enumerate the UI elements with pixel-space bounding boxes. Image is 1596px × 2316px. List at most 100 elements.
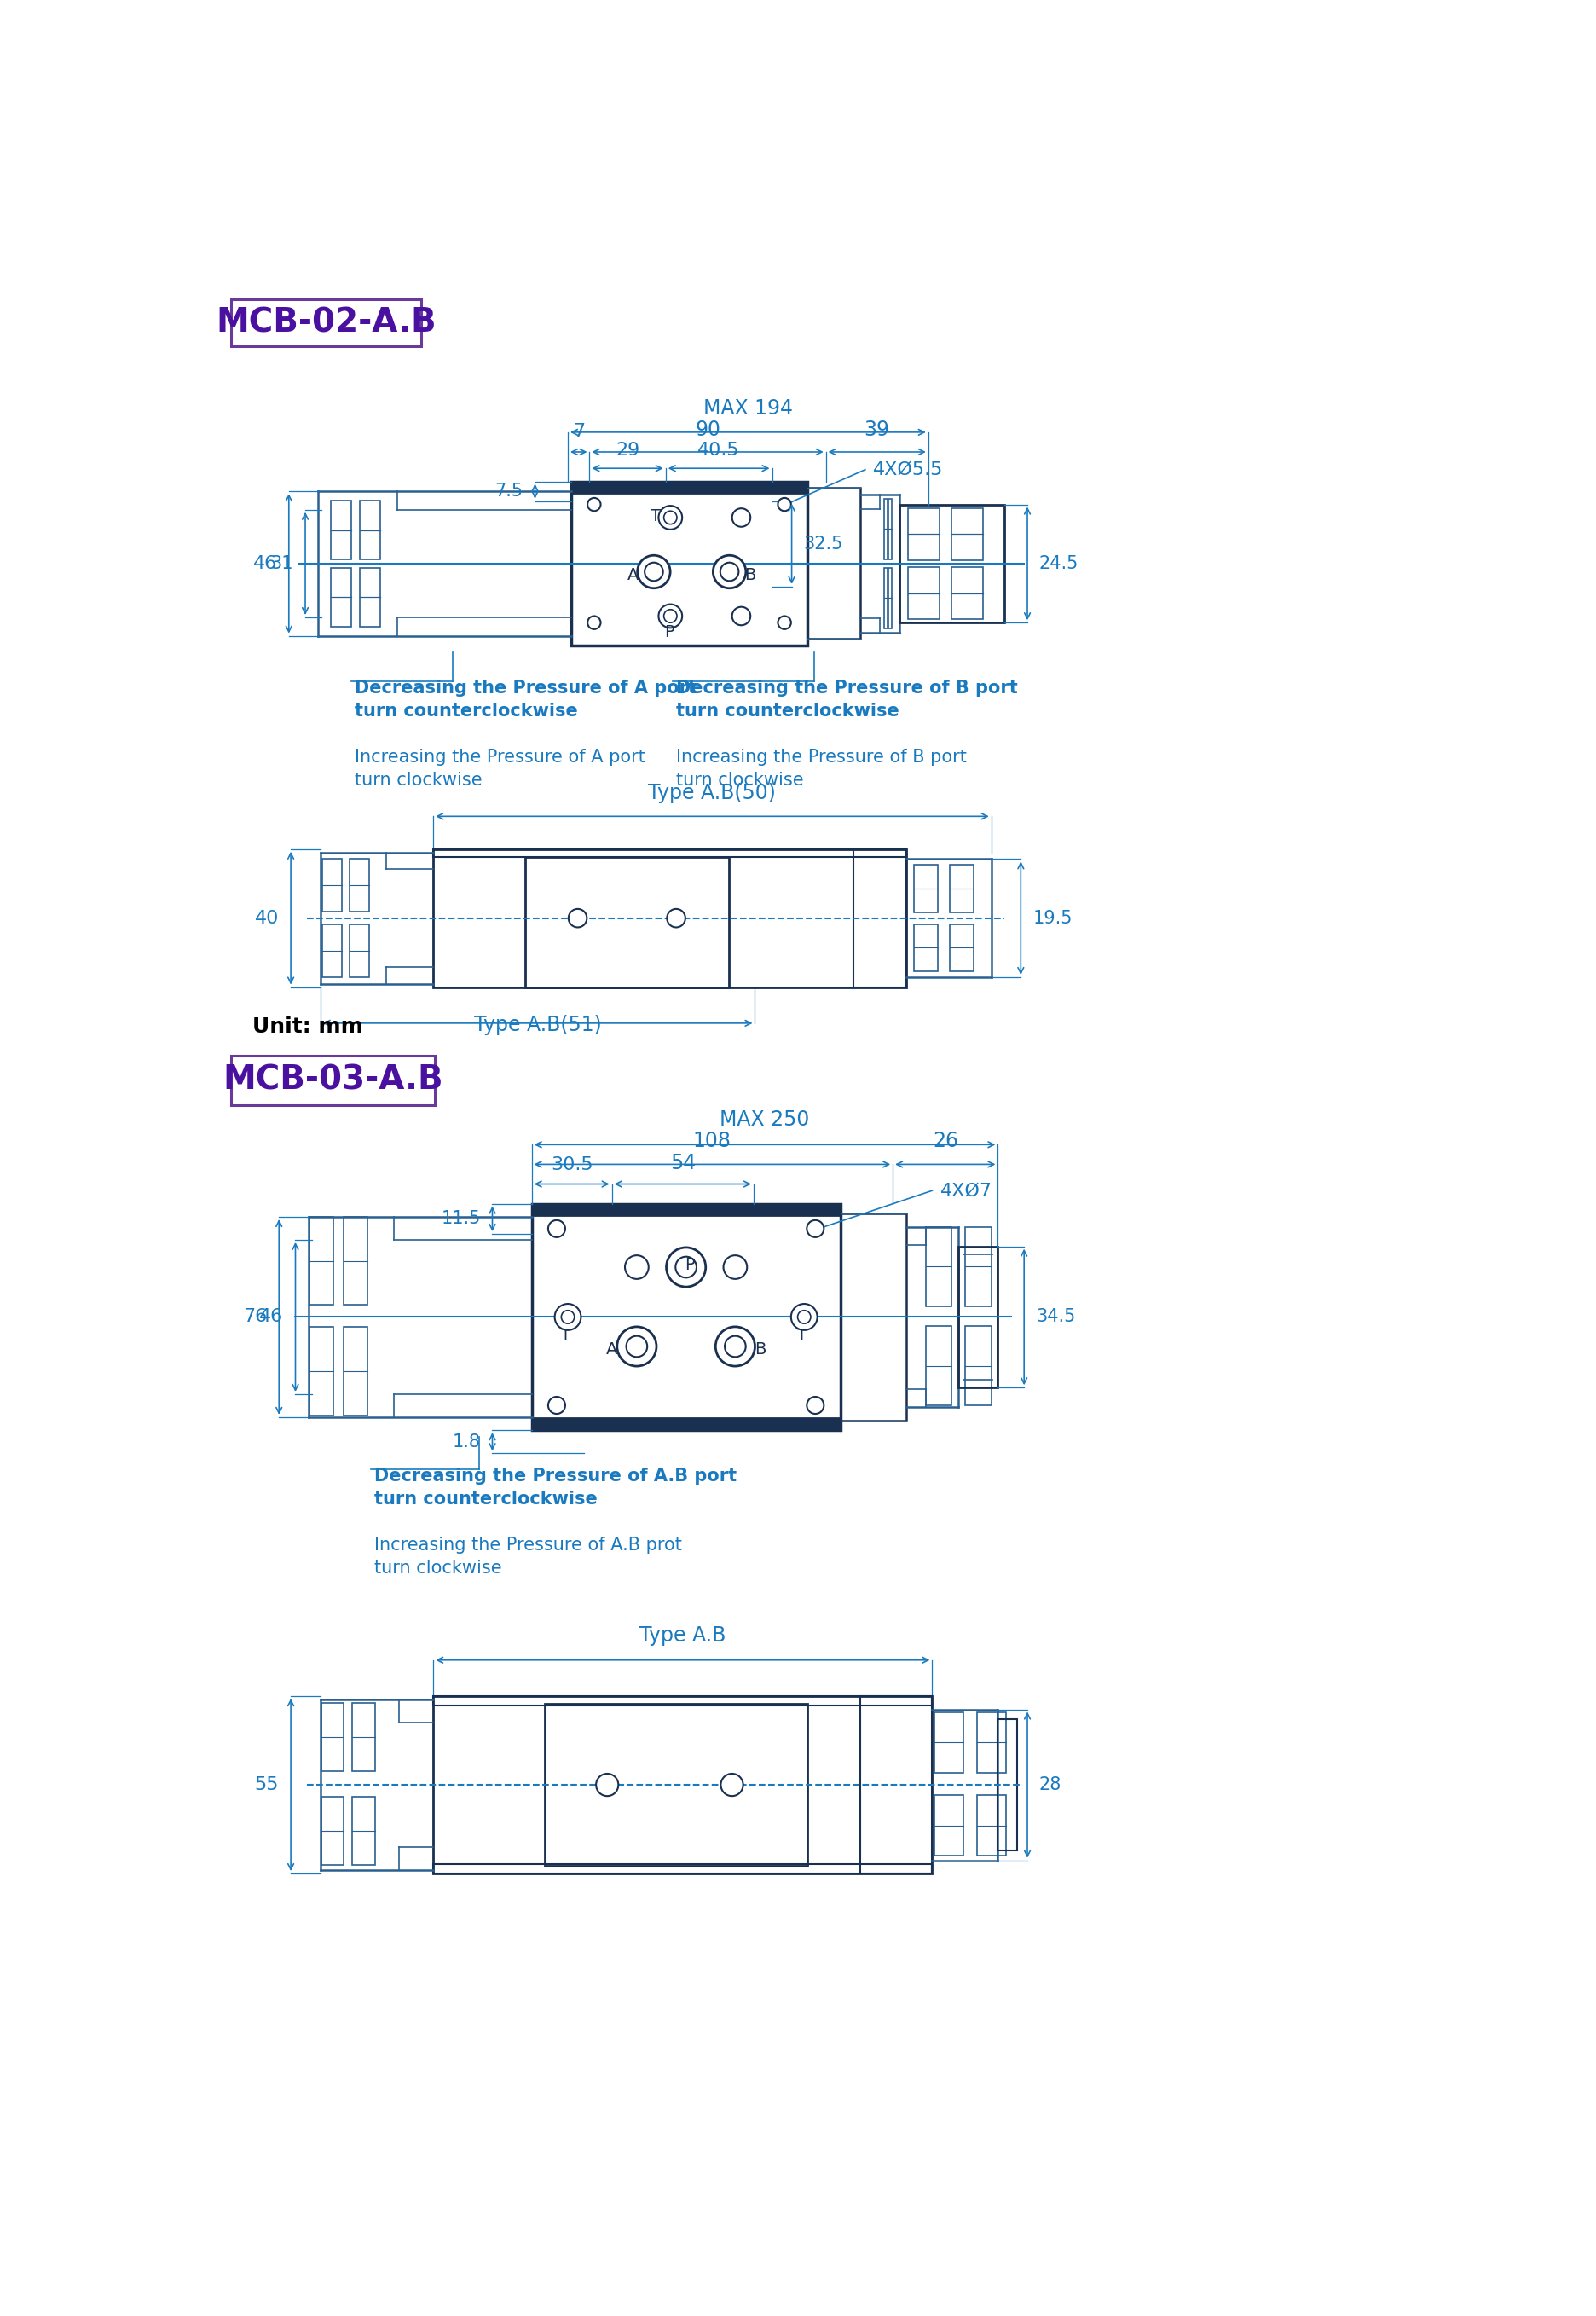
Bar <box>525 857 729 987</box>
Text: MCB-03-A.B: MCB-03-A.B <box>222 1063 444 1095</box>
Circle shape <box>733 510 750 526</box>
Bar <box>966 1227 991 1306</box>
Text: 1.8: 1.8 <box>452 1434 480 1450</box>
Text: turn counterclockwise: turn counterclockwise <box>677 702 899 720</box>
Text: T: T <box>562 1327 571 1343</box>
Bar <box>321 1702 343 1772</box>
Circle shape <box>777 498 792 512</box>
Bar <box>839 1214 907 1420</box>
Circle shape <box>725 1336 745 1357</box>
Bar <box>951 507 983 560</box>
Bar <box>353 1797 375 1864</box>
Text: MAX 250: MAX 250 <box>720 1109 809 1130</box>
Bar <box>350 859 370 913</box>
Circle shape <box>587 616 600 630</box>
Bar <box>359 567 380 628</box>
Text: Type A.B: Type A.B <box>640 1626 726 1647</box>
Text: Type A.B(50): Type A.B(50) <box>648 783 776 804</box>
Circle shape <box>792 1304 817 1329</box>
Circle shape <box>555 1304 581 1329</box>
Bar <box>433 1695 932 1874</box>
Bar <box>884 567 887 628</box>
Bar <box>330 500 351 560</box>
Text: turn clockwise: turn clockwise <box>354 771 482 790</box>
Bar <box>433 1864 932 1874</box>
Text: turn counterclockwise: turn counterclockwise <box>373 1492 597 1508</box>
Bar <box>345 1216 367 1304</box>
Circle shape <box>664 609 677 623</box>
Bar <box>926 1327 951 1406</box>
Circle shape <box>720 563 739 581</box>
Text: 30.5: 30.5 <box>551 1156 594 1174</box>
Bar <box>900 505 1004 623</box>
Bar <box>908 567 938 618</box>
Text: turn clockwise: turn clockwise <box>677 771 804 790</box>
Bar <box>433 1695 932 1705</box>
Circle shape <box>666 1248 705 1288</box>
Bar <box>359 500 380 560</box>
Circle shape <box>664 512 677 523</box>
Text: 19.5: 19.5 <box>1033 910 1073 926</box>
Text: 34.5: 34.5 <box>1036 1309 1076 1325</box>
Text: 40: 40 <box>255 910 279 926</box>
Text: 108: 108 <box>693 1130 731 1151</box>
Circle shape <box>645 563 662 581</box>
Text: Increasing the Pressure of A.B prot: Increasing the Pressure of A.B prot <box>373 1536 681 1554</box>
Bar <box>544 1705 808 1867</box>
Text: Unit: mm: Unit: mm <box>252 1017 364 1038</box>
Text: 46: 46 <box>252 556 278 572</box>
Text: 29: 29 <box>616 442 640 459</box>
Circle shape <box>659 604 681 628</box>
Bar <box>959 1246 998 1387</box>
Text: 28: 28 <box>1039 1776 1061 1793</box>
Bar <box>310 1327 334 1415</box>
Text: 39: 39 <box>865 419 891 440</box>
Bar <box>934 1795 962 1855</box>
Circle shape <box>675 1258 696 1278</box>
Text: 54: 54 <box>670 1153 696 1174</box>
Text: 24.5: 24.5 <box>1039 556 1079 572</box>
Text: Decreasing the Pressure of A.B port: Decreasing the Pressure of A.B port <box>373 1468 737 1485</box>
Bar <box>571 482 808 493</box>
Bar <box>322 924 342 977</box>
Text: 55: 55 <box>255 1776 279 1793</box>
Text: 46: 46 <box>260 1309 284 1325</box>
Bar <box>531 1417 839 1431</box>
Text: T: T <box>798 1327 808 1343</box>
Text: 31: 31 <box>271 556 294 572</box>
Circle shape <box>798 1311 811 1322</box>
Bar <box>915 864 937 913</box>
Text: 40.5: 40.5 <box>697 442 741 459</box>
Text: 11.5: 11.5 <box>440 1211 480 1227</box>
Text: 7: 7 <box>573 424 584 440</box>
Text: B: B <box>755 1341 766 1357</box>
Text: 7.5: 7.5 <box>495 482 523 500</box>
Circle shape <box>626 1255 648 1278</box>
Text: MAX 194: MAX 194 <box>704 398 793 419</box>
Bar <box>926 1227 951 1306</box>
Text: 4XØ5.5: 4XØ5.5 <box>873 461 943 477</box>
Text: turn counterclockwise: turn counterclockwise <box>354 702 578 720</box>
Circle shape <box>618 1327 656 1366</box>
Bar <box>915 924 937 970</box>
Circle shape <box>626 1336 648 1357</box>
Bar <box>889 498 892 560</box>
Circle shape <box>547 1397 565 1413</box>
Circle shape <box>659 505 681 530</box>
Bar <box>345 1327 367 1415</box>
Text: Increasing the Pressure of A port: Increasing the Pressure of A port <box>354 748 645 767</box>
Text: MCB-02-A.B: MCB-02-A.B <box>215 306 436 338</box>
Text: 26: 26 <box>932 1130 958 1151</box>
Bar <box>353 1702 375 1772</box>
Bar <box>433 850 907 857</box>
Bar <box>531 1204 839 1431</box>
Circle shape <box>723 1255 747 1278</box>
Bar <box>934 1712 962 1772</box>
Text: turn clockwise: turn clockwise <box>373 1559 501 1577</box>
Bar <box>860 1695 932 1874</box>
Circle shape <box>562 1311 575 1322</box>
Circle shape <box>713 556 745 588</box>
Bar <box>433 850 907 987</box>
Circle shape <box>547 1221 565 1237</box>
Text: Decreasing the Pressure of B port: Decreasing the Pressure of B port <box>677 681 1018 697</box>
